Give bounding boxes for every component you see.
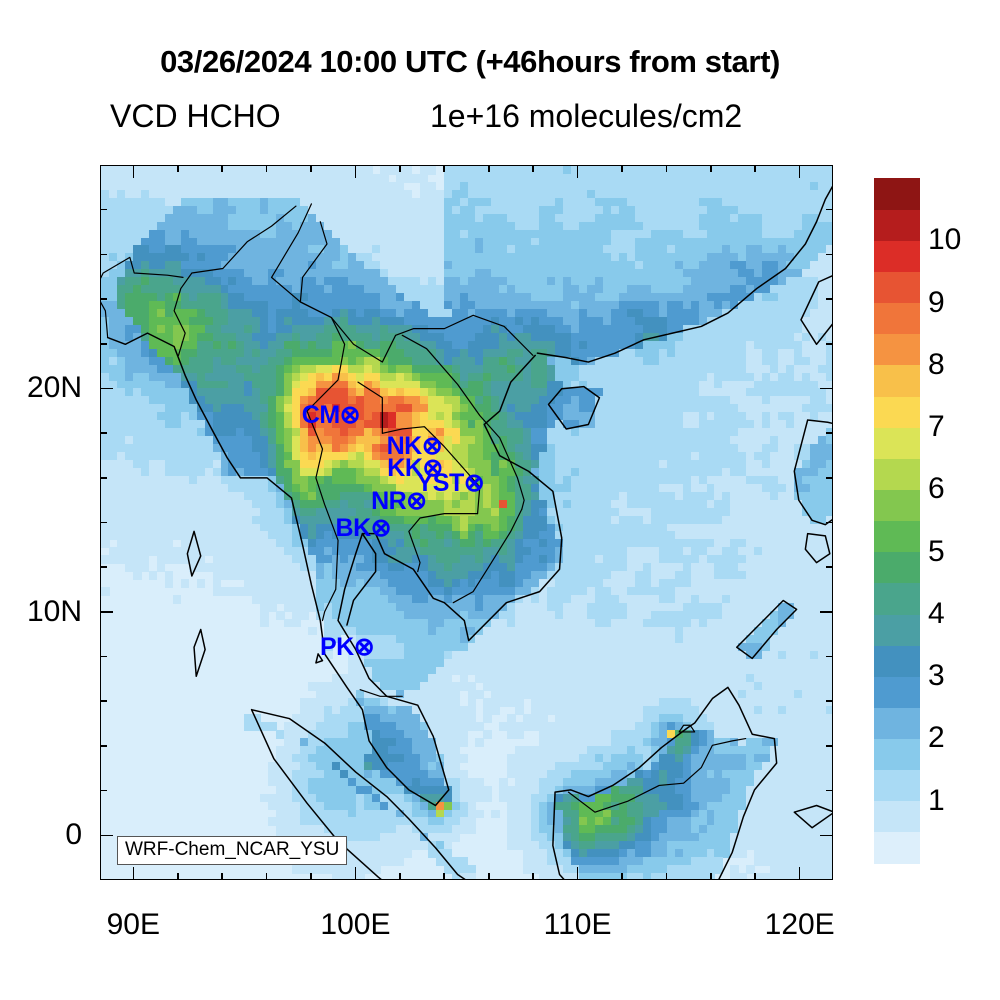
x-tick-minor-top — [710, 165, 712, 172]
x-tick-minor — [621, 873, 623, 880]
y-tick-minor — [100, 655, 107, 658]
y-axis-label-0: 0 — [10, 818, 82, 852]
x-tick-minor-top — [621, 165, 623, 172]
colorbar-tick-5: 5 — [928, 535, 945, 569]
city-marker-yst: YST⊗ — [417, 470, 485, 496]
city-marker-cm: CM⊗ — [302, 403, 361, 428]
x-tick-major — [132, 867, 135, 880]
y-tick-minor — [100, 477, 107, 479]
x-tick-major-top — [132, 165, 135, 178]
y-tick-minor-right — [826, 298, 833, 300]
x-tick-minor — [710, 873, 712, 880]
units-label: 1e+16 molecules/cm2 — [430, 98, 742, 135]
colorbar-tick-1: 1 — [928, 784, 945, 818]
x-tick-minor — [176, 873, 179, 880]
colorbar-tick-4: 4 — [928, 597, 945, 631]
colorbar-tick-8: 8 — [928, 348, 945, 382]
y-tick-minor-right — [826, 566, 833, 568]
x-tick-major — [354, 867, 357, 880]
x-tick-minor-top — [399, 165, 401, 172]
y-tick-minor-right — [826, 432, 833, 434]
y-axis-label-10N: 10N — [10, 595, 82, 629]
y-tick-minor-right — [826, 521, 833, 524]
city-marker-nk: NK⊗ — [387, 434, 443, 459]
y-tick-minor-right — [826, 700, 833, 703]
y-tick-minor — [100, 521, 107, 524]
x-tick-minor-top — [310, 165, 312, 172]
city-marker-bk: BK⊗ — [336, 516, 392, 541]
y-tick-minor — [100, 700, 107, 703]
x-tick-minor-top — [754, 165, 757, 172]
x-tick-minor — [532, 873, 534, 880]
y-tick-major — [100, 387, 113, 390]
y-axis-label-20N: 20N — [10, 371, 82, 405]
x-tick-major — [798, 867, 801, 880]
y-tick-minor — [100, 566, 107, 568]
map-plot-area: WRF-Chem_NCAR_YSU — [100, 165, 833, 880]
coastline-overlay — [101, 185, 832, 879]
x-axis-label-90E: 90E — [107, 908, 160, 942]
y-tick-minor — [100, 432, 107, 434]
x-tick-minor — [265, 873, 268, 880]
x-tick-minor — [665, 873, 668, 880]
x-tick-major — [576, 867, 579, 880]
colorbar-tick-3: 3 — [928, 659, 945, 693]
x-tick-minor-top — [665, 165, 668, 172]
colorbar-tick-7: 7 — [928, 410, 945, 444]
x-tick-minor-top — [265, 165, 268, 172]
heatmap-grid — [101, 166, 832, 879]
y-tick-minor — [100, 789, 107, 792]
page-title: 03/26/2024 10:00 UTC (+46hours from star… — [0, 44, 940, 80]
x-tick-minor-top — [221, 165, 223, 172]
x-axis-label-100E: 100E — [320, 908, 390, 942]
city-marker-kk: KK⊗ — [387, 455, 443, 481]
y-tick-major-right — [820, 834, 833, 837]
y-tick-minor-right — [826, 655, 833, 658]
model-watermark: WRF-Chem_NCAR_YSU — [117, 836, 348, 865]
y-tick-major-right — [820, 611, 833, 613]
y-tick-minor — [100, 342, 107, 345]
x-axis-label-120E: 120E — [765, 908, 835, 942]
y-tick-major — [100, 834, 113, 837]
x-tick-minor-top — [532, 165, 534, 172]
colorbar-tick-2: 2 — [928, 721, 945, 755]
y-tick-minor-right — [826, 253, 833, 256]
x-tick-minor — [221, 873, 223, 880]
variable-label: VCD HCHO — [110, 98, 281, 135]
colorbar-tick-10: 10 — [928, 223, 961, 257]
y-tick-major-right — [820, 387, 833, 390]
y-tick-minor-right — [826, 208, 833, 211]
x-tick-major-top — [576, 165, 579, 178]
x-tick-minor — [443, 873, 446, 880]
city-marker-nr: NR⊗ — [371, 488, 427, 514]
city-marker-pk: PK⊗ — [320, 634, 375, 660]
y-tick-minor-right — [826, 789, 833, 792]
x-tick-minor — [754, 873, 757, 880]
y-tick-minor — [100, 745, 107, 747]
colorbar-tick-6: 6 — [928, 472, 945, 506]
x-tick-minor — [487, 873, 490, 880]
y-tick-minor-right — [826, 477, 833, 479]
x-tick-major-top — [354, 165, 357, 178]
x-tick-minor-top — [487, 165, 490, 172]
colorbar-tick-9: 9 — [928, 286, 945, 320]
y-tick-minor — [100, 208, 107, 211]
x-tick-major-top — [798, 165, 801, 178]
y-tick-major — [100, 611, 113, 613]
x-tick-minor-top — [176, 165, 179, 172]
colorbar — [874, 178, 920, 864]
x-tick-minor-top — [443, 165, 446, 172]
y-tick-minor — [100, 298, 107, 300]
x-axis-label-110E: 110E — [544, 908, 612, 942]
y-tick-minor-right — [826, 342, 833, 345]
y-tick-minor — [100, 253, 107, 256]
x-tick-minor — [399, 873, 401, 880]
y-tick-minor-right — [826, 745, 833, 747]
x-tick-minor — [310, 873, 312, 880]
